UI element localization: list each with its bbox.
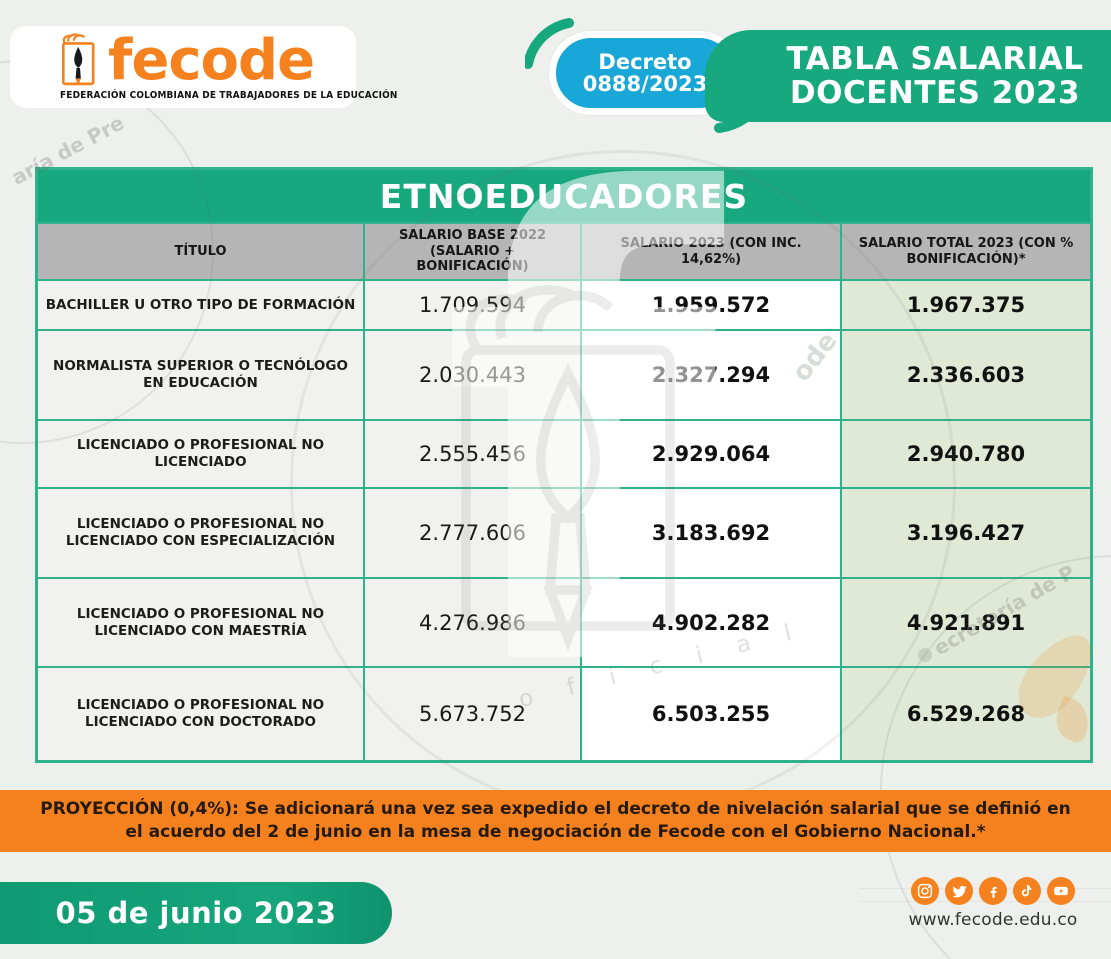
website-url[interactable]: www.fecode.edu.co xyxy=(908,910,1078,930)
row-5-base: 5.673.752 xyxy=(365,668,580,760)
projection-banner: PROYECCIÓN (0,4%): Se adicionará una vez… xyxy=(0,790,1111,852)
page-title: TABLA SALARIAL DOCENTES 2023 xyxy=(705,30,1111,122)
col-header-salario-2023: SALARIO 2023 (CON INC. 14,62%) xyxy=(582,224,840,279)
page-title-line1: TABLA SALARIAL xyxy=(786,40,1084,77)
decree-line2: 0888/2023 xyxy=(582,72,708,96)
row-4-base: 4.276.986 xyxy=(365,579,580,666)
col-header-total-2023: SALARIO TOTAL 2023 (CON % BONIFICACIÓN)* xyxy=(842,224,1090,279)
tiktok-icon[interactable] xyxy=(1013,877,1041,905)
facebook-icon[interactable] xyxy=(979,877,1007,905)
row-4-total: 4.921.891 xyxy=(842,579,1090,666)
row-1-salario: 2.327.294 xyxy=(582,331,840,419)
fecode-book-pen-icon xyxy=(61,33,95,86)
row-2-total: 2.940.780 xyxy=(842,421,1090,487)
row-3-titulo: LICENCIADO O PROFESIONAL NO LICENCIADO C… xyxy=(38,489,363,577)
row-1-total: 2.336.603 xyxy=(842,331,1090,419)
col-header-base-2022: SALARIO BASE 2022 (SALARIO + BONIFICACIÓ… xyxy=(365,224,580,279)
projection-text: PROYECCIÓN (0,4%): Se adicionará una vez… xyxy=(40,799,1071,842)
salary-table: ETNOEDUCADORES TÍTULO SALARIO BASE 2022 … xyxy=(35,167,1093,763)
row-2-titulo: LICENCIADO O PROFESIONAL NO LICENCIADO xyxy=(38,421,363,487)
fecode-caption: FEDERACIÓN COLOMBIANA DE TRABAJADORES DE… xyxy=(60,90,398,101)
youtube-icon[interactable] xyxy=(1047,877,1075,905)
row-3-salario: 3.183.692 xyxy=(582,489,840,577)
social-links: www.fecode.edu.co xyxy=(895,877,1091,930)
row-4-titulo: LICENCIADO O PROFESIONAL NO LICENCIADO C… xyxy=(38,579,363,666)
row-2-base: 2.555.456 xyxy=(365,421,580,487)
page-title-line2: DOCENTES 2023 xyxy=(789,75,1081,111)
fecode-brand-text: fecode xyxy=(108,28,315,94)
row-0-base: 1.709.594 xyxy=(365,281,580,329)
twitter-icon[interactable] xyxy=(945,877,973,905)
row-3-total: 3.196.427 xyxy=(842,489,1090,577)
row-0-total: 1.967.375 xyxy=(842,281,1090,329)
fecode-logo-card: fecode FEDERACIÓN COLOMBIANA DE TRABAJAD… xyxy=(10,26,398,108)
row-2-salario: 2.929.064 xyxy=(582,421,840,487)
row-1-titulo: NORMALISTA SUPERIOR O TECNÓLOGO EN EDUCA… xyxy=(38,331,363,419)
row-5-salario: 6.503.255 xyxy=(582,668,840,760)
date-pill: 05 de junio 2023 xyxy=(0,882,392,944)
row-5-titulo: LICENCIADO O PROFESIONAL NO LICENCIADO C… xyxy=(38,668,363,760)
row-4-salario: 4.902.282 xyxy=(582,579,840,666)
decree-line1: Decreto xyxy=(598,49,692,74)
table-title: ETNOEDUCADORES xyxy=(38,170,1090,222)
col-header-titulo: TÍTULO xyxy=(38,224,363,279)
row-5-total: 6.529.268 xyxy=(842,668,1090,760)
row-0-titulo: BACHILLER U OTRO TIPO DE FORMACIÓN xyxy=(38,281,363,329)
row-3-base: 2.777.606 xyxy=(365,489,580,577)
date-text: 05 de junio 2023 xyxy=(55,896,337,930)
row-1-base: 2.030.443 xyxy=(365,331,580,419)
instagram-icon[interactable] xyxy=(911,877,939,905)
row-0-salario: 1.959.572 xyxy=(582,281,840,329)
